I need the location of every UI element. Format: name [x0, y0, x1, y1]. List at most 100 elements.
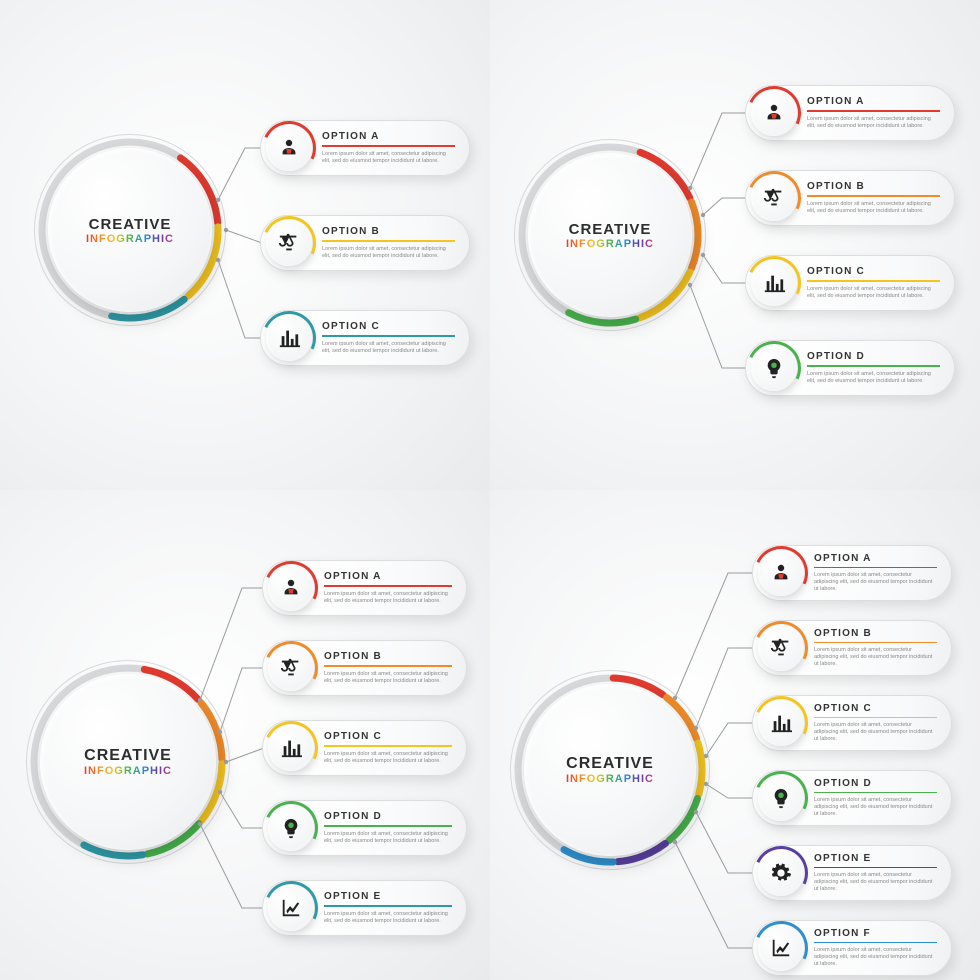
option-pill: OPTION ALorem ipsum dolor sit amet, cons…	[752, 545, 952, 601]
option-body: OPTION D Lorem ipsum dolor sit amet, cons…	[804, 778, 951, 818]
hub-circle: CREATIVEINFOGRAPHIC	[524, 684, 696, 856]
option-desc: Lorem ipsum dolor sit amet, consectetur …	[324, 591, 452, 605]
hub-circle: CREATIVEINFOGRAPHIC	[40, 674, 216, 850]
option-pill: OPTION C Lorem ipsum dolor sit amet, cons…	[262, 720, 467, 776]
infographic-panel: CREATIVEINFOGRAPHICOPTION ALorem ipsum d…	[490, 490, 980, 980]
option-pill: OPTION FLorem ipsum dolor sit amet, cons…	[752, 920, 952, 976]
person-icon	[751, 90, 797, 136]
option-desc: Lorem ipsum dolor sit amet, consectetur …	[322, 246, 455, 260]
hub-circle: CREATIVEINFOGRAPHIC	[528, 153, 692, 317]
option-underline	[322, 145, 455, 147]
option-pill: OPTION B Lorem ipsum dolor sit amet, cons…	[752, 620, 952, 676]
option-pill: OPTION B Lorem ipsum dolor sit amet, cons…	[260, 215, 470, 271]
option-desc: Lorem ipsum dolor sit amet, consectetur …	[807, 286, 940, 300]
option-body: OPTION A Lorem ipsum dolor sit amet, cons…	[314, 571, 466, 604]
option-body: OPTION ALorem ipsum dolor sit amet, cons…	[797, 96, 954, 129]
scales-icon	[751, 175, 797, 221]
hub-title-1: CREATIVE	[566, 755, 654, 773]
option-underline	[814, 642, 937, 644]
option-pill: OPTION ELorem ipsum dolor sit amet, cons…	[752, 845, 952, 901]
option-desc: Lorem ipsum dolor sit amet, consectetur …	[324, 911, 452, 925]
option-underline	[324, 825, 452, 827]
option-underline	[814, 792, 937, 794]
option-pill: OPTION CLorem ipsum dolor sit amet, cons…	[260, 310, 470, 366]
option-desc: Lorem ipsum dolor sit amet, consectetur …	[814, 797, 937, 818]
hub-title-1: CREATIVE	[84, 747, 172, 765]
option-underline	[324, 905, 452, 907]
option-underline	[324, 745, 452, 747]
trend-icon	[758, 925, 804, 971]
option-underline	[814, 867, 937, 869]
option-underline	[807, 365, 940, 367]
option-underline	[807, 280, 940, 282]
person-icon	[758, 550, 804, 596]
infographic-panel: CREATIVEINFOGRAPHIC OPTION A Lorem ipsum d…	[0, 0, 490, 490]
option-body: OPTION C Lorem ipsum dolor sit amet, cons…	[804, 703, 951, 743]
option-desc: Lorem ipsum dolor sit amet, consectetur …	[807, 201, 940, 215]
scales-icon	[266, 220, 312, 266]
option-title: OPTION C	[807, 266, 940, 277]
option-title: OPTION B	[324, 651, 452, 662]
option-desc: Lorem ipsum dolor sit amet, consectetur …	[814, 872, 937, 893]
hub-title-2: INFOGRAPHIC	[566, 773, 654, 785]
option-title: OPTION E	[324, 891, 452, 902]
option-desc: Lorem ipsum dolor sit amet, consectetur …	[322, 151, 455, 165]
option-desc: Lorem ipsum dolor sit amet, consectetur …	[814, 647, 937, 668]
option-title: OPTION B	[322, 226, 455, 237]
option-desc: Lorem ipsum dolor sit amet, consectetur …	[807, 116, 940, 130]
option-pill: OPTION A Lorem ipsum dolor sit amet, cons…	[262, 560, 467, 616]
option-underline	[322, 240, 455, 242]
option-pill: OPTION ALorem ipsum dolor sit amet, cons…	[745, 85, 955, 141]
scales-icon	[758, 625, 804, 671]
option-title: OPTION C	[814, 703, 937, 714]
option-desc: Lorem ipsum dolor sit amet, consectetur …	[814, 722, 937, 743]
option-pill: OPTION E Lorem ipsum dolor sit amet, cons…	[262, 880, 467, 936]
option-title: OPTION A	[814, 553, 937, 564]
option-underline	[807, 195, 940, 197]
infographic-panel: CREATIVEINFOGRAPHIC OPTION ALorem ipsum d…	[490, 0, 980, 490]
option-body: OPTION A Lorem ipsum dolor sit amet, cons…	[312, 131, 469, 164]
option-pill: OPTION BLorem ipsum dolor sit amet, cons…	[745, 170, 955, 226]
option-title: OPTION C	[324, 731, 452, 742]
option-underline	[322, 335, 455, 337]
person-icon	[266, 125, 312, 171]
option-title: OPTION A	[322, 131, 455, 142]
option-body: OPTION ALorem ipsum dolor sit amet, cons…	[804, 553, 951, 593]
option-body: OPTION B Lorem ipsum dolor sit amet, cons…	[312, 226, 469, 259]
bars-icon	[266, 315, 312, 361]
bars-icon	[751, 260, 797, 306]
hub-circle: CREATIVEINFOGRAPHIC	[48, 148, 212, 312]
option-title: OPTION B	[814, 628, 937, 639]
option-body: OPTION C Lorem ipsum dolor sit amet, cons…	[797, 266, 954, 299]
option-body: OPTION BLorem ipsum dolor sit amet, cons…	[797, 181, 954, 214]
option-underline	[324, 585, 452, 587]
option-pill: OPTION C Lorem ipsum dolor sit amet, cons…	[745, 255, 955, 311]
option-desc: Lorem ipsum dolor sit amet, consectetur …	[807, 371, 940, 385]
option-title: OPTION A	[324, 571, 452, 582]
bars-icon	[758, 700, 804, 746]
option-underline	[324, 665, 452, 667]
option-desc: Lorem ipsum dolor sit amet, consectetur …	[814, 947, 937, 968]
hub-title-2: INFOGRAPHIC	[84, 765, 172, 777]
option-title: OPTION D	[814, 778, 937, 789]
bulb-icon	[268, 805, 314, 851]
bulb-icon	[758, 775, 804, 821]
person-icon	[268, 565, 314, 611]
option-desc: Lorem ipsum dolor sit amet, consectetur …	[324, 831, 452, 845]
option-pill: OPTION C Lorem ipsum dolor sit amet, cons…	[752, 695, 952, 751]
option-body: OPTION B Lorem ipsum dolor sit amet, cons…	[314, 651, 466, 684]
bars-icon	[268, 725, 314, 771]
hub-title-1: CREATIVE	[569, 221, 652, 238]
option-title: OPTION C	[322, 321, 455, 332]
bulb-icon	[751, 345, 797, 391]
option-body: OPTION FLorem ipsum dolor sit amet, cons…	[804, 928, 951, 968]
option-underline	[807, 110, 940, 112]
option-body: OPTION C Lorem ipsum dolor sit amet, cons…	[314, 731, 466, 764]
option-desc: Lorem ipsum dolor sit amet, consectetur …	[324, 751, 452, 765]
option-body: OPTION E Lorem ipsum dolor sit amet, cons…	[314, 891, 466, 924]
option-desc: Lorem ipsum dolor sit amet, consectetur …	[324, 671, 452, 685]
option-body: OPTION DLorem ipsum dolor sit amet, cons…	[797, 351, 954, 384]
option-pill: OPTION B Lorem ipsum dolor sit amet, cons…	[262, 640, 467, 696]
option-body: OPTION B Lorem ipsum dolor sit amet, cons…	[804, 628, 951, 668]
scales-icon	[268, 645, 314, 691]
